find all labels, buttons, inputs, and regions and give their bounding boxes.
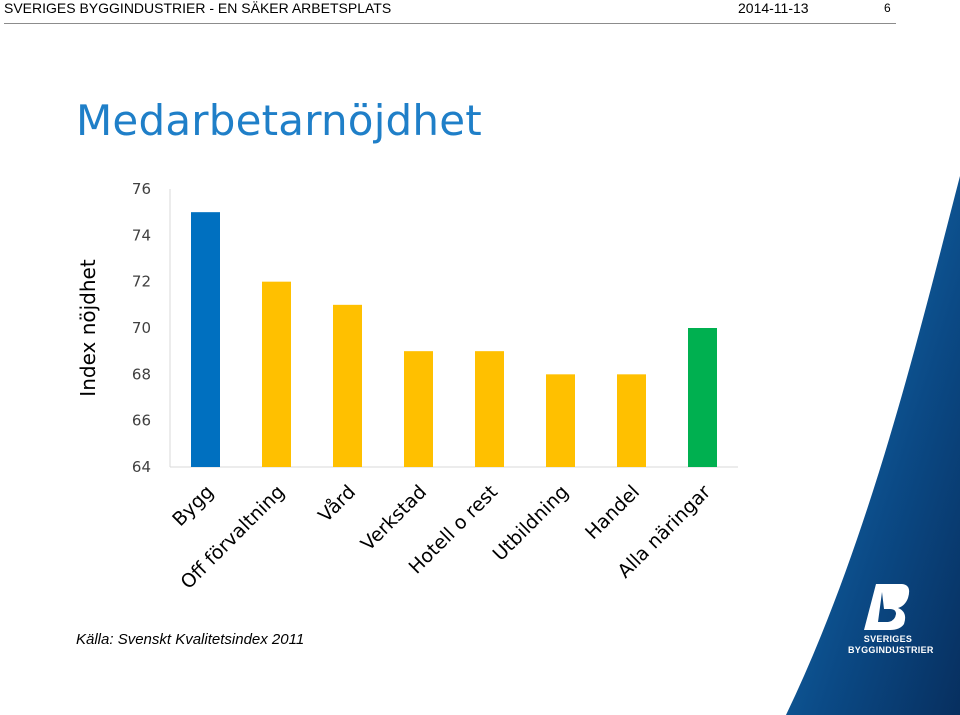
y-tick-label: 76	[132, 180, 151, 198]
bar-1	[262, 281, 291, 467]
source-note: Källa: Svenskt Kvalitetsindex 2011	[76, 631, 305, 648]
category-label: Vård	[314, 480, 360, 526]
bar-0	[191, 212, 220, 467]
header-date: 2014-11-13	[738, 0, 809, 16]
decorative-swoosh	[786, 176, 960, 715]
y-axis-label: Index nöjdhet	[76, 259, 100, 397]
y-tick-label: 66	[132, 412, 151, 430]
category-label: Verkstad	[357, 481, 431, 555]
y-tick-label: 70	[132, 319, 151, 337]
bar-5	[546, 374, 575, 467]
slide-title: Medarbetarnöjdhet	[76, 96, 482, 145]
logo-text-line1: SVERIGES	[863, 634, 913, 644]
page-number: 6	[884, 1, 891, 15]
y-tick-label: 64	[132, 458, 151, 476]
header-title: SVERIGES BYGGINDUSTRIER - EN SÄKER ARBET…	[4, 0, 392, 16]
bar-2	[333, 304, 362, 467]
header-divider	[4, 23, 896, 24]
category-label: Handel	[581, 481, 644, 544]
logo-text-line2: BYGGINDUSTRIER	[848, 645, 934, 655]
y-tick-label: 68	[132, 365, 151, 383]
bar-3	[404, 351, 433, 467]
y-tick-label: 74	[132, 226, 151, 244]
y-tick-label: 72	[132, 273, 151, 291]
bar-6	[617, 374, 646, 467]
bar-4	[475, 351, 504, 467]
bar-7	[688, 328, 717, 467]
slide-header: SVERIGES BYGGINDUSTRIER - EN SÄKER ARBET…	[0, 0, 900, 26]
category-label: Utbildning	[489, 481, 573, 565]
company-logo-icon	[864, 584, 910, 630]
category-label: Bygg	[168, 481, 218, 531]
